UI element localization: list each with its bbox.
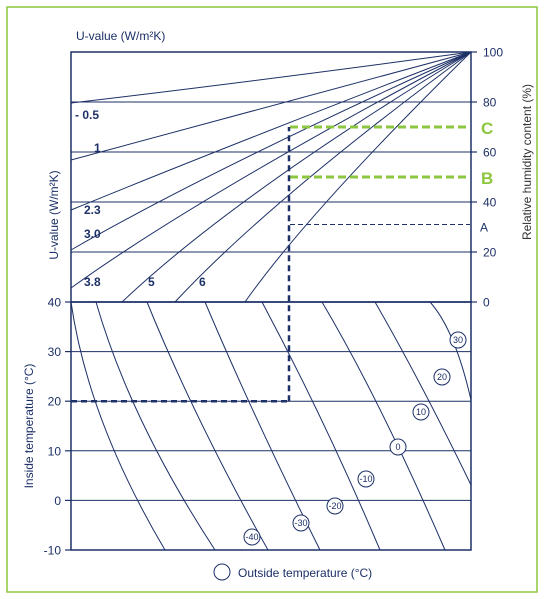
outside-temp-curve-6: [374, 301, 472, 486]
outside-temp-badge-icon: [357, 470, 375, 488]
outside-temp-badge-icon: [412, 403, 430, 421]
rh-tick-label: 80: [483, 96, 497, 110]
rh-tick-label: 0: [483, 296, 490, 310]
outside-temp-curve-label: 20: [437, 372, 447, 382]
outside-temp-curves: [70, 301, 472, 551]
lower-plot-frame: [70, 301, 472, 551]
inside-temp-axis-label: Inside temperature (°C): [22, 364, 36, 489]
outer-border: [6, 6, 538, 593]
inside-temp-tick-label: 30: [48, 345, 62, 359]
u-value-curve-4: [70, 51, 472, 289]
inside-temp-tick-labels: 40 30 20 10 0 -10: [44, 296, 71, 558]
outside-temp-curve-4: [261, 301, 381, 551]
outside-temp-curve-label: 30: [453, 335, 463, 345]
level-label-B: B: [481, 169, 493, 188]
outside-temp-badge-icon: [292, 514, 310, 532]
u-value-curve-1: [70, 51, 472, 161]
outside-temp-badge-icon: [449, 331, 467, 349]
rh-tick-label: 100: [483, 46, 503, 60]
outside-temp-curve-label: -20: [328, 501, 341, 511]
outside-temp-curve-label: -10: [359, 474, 372, 484]
lower-panel: 40 30 20 10 0 -10 30 20 10 0 -10 -20 -30 -40: [44, 296, 472, 558]
outside-temp-curve-labels: 30 20 10 0 -10 -20 -30 -40: [243, 331, 467, 546]
rh-tick-label: 60: [483, 146, 497, 160]
u-value-curves: [70, 51, 472, 303]
outside-temp-curve-1: [95, 301, 216, 551]
outside-temp-badge-icon: [433, 368, 451, 386]
inside-temp-tick-label: 40: [48, 296, 62, 310]
u-value-curve-label: 3.0: [84, 227, 101, 241]
u-value-curve-label: 5: [148, 275, 155, 289]
right-rh-axis-label: Relative humidity content (%): [520, 84, 534, 240]
u-value-curve-label: 2.3: [84, 203, 101, 217]
u-value-curve-2: [70, 51, 472, 211]
u-value-curve-7: [244, 51, 472, 303]
outside-temp-curve-label: 0: [395, 442, 400, 452]
outside-temp-curve-label: -30: [294, 518, 307, 528]
u-value-curve-label: - 0.5: [75, 108, 99, 122]
left-u-axis-label: U-value (W/m²K): [47, 170, 61, 259]
upper-panel: 100 80 60 40 20 0 - 0.5 1 2.3 3.0 3.8 5 6 C B A: [70, 46, 503, 310]
outside-temp-badge-icon: [326, 497, 344, 515]
rh-tick-label: 20: [483, 246, 497, 260]
rh-tick-label: 40: [483, 196, 497, 210]
legend-circle-icon: [213, 563, 231, 581]
level-label-C: C: [481, 119, 493, 138]
legend-label: Outside temperature (°C): [238, 566, 372, 580]
u-value-curve-3: [70, 51, 472, 251]
outside-temp-curve-label: -40: [245, 532, 258, 542]
u-value-curve-label: 3.8: [84, 275, 101, 289]
outside-temp-badge-icon: [389, 438, 407, 456]
rh-level-markers: C B A: [290, 119, 493, 235]
level-label-A: A: [480, 221, 488, 235]
inside-temp-tick-label: 0: [54, 494, 61, 508]
example-path: [71, 127, 291, 403]
rh-tick-labels: 100 80 60 40 20 0: [471, 46, 503, 310]
u-value-curve-0: [70, 51, 472, 104]
u-value-curve-5: [121, 51, 472, 303]
outside-temp-curve-5: [321, 301, 446, 551]
inside-temp-tick-label: 10: [48, 444, 62, 458]
inside-temp-tick-label: 20: [48, 395, 62, 409]
outside-temp-curve-label: 10: [416, 407, 426, 417]
u-value-curve-label: 6: [199, 275, 206, 289]
u-value-curve-6: [174, 51, 472, 303]
outside-temp-badge-icon: [243, 528, 261, 546]
u-value-curve-label: 1: [94, 141, 101, 155]
outside-temp-curve-2: [146, 301, 269, 551]
top-axis-label: U-value (W/m²K): [76, 29, 165, 43]
outside-temp-curve-0: [70, 301, 166, 551]
inside-temp-tick-label: -10: [44, 544, 62, 558]
u-value-curve-labels: - 0.5 1 2.3 3.0 3.8 5 6: [75, 108, 206, 289]
rh-gridlines: [71, 101, 471, 253]
